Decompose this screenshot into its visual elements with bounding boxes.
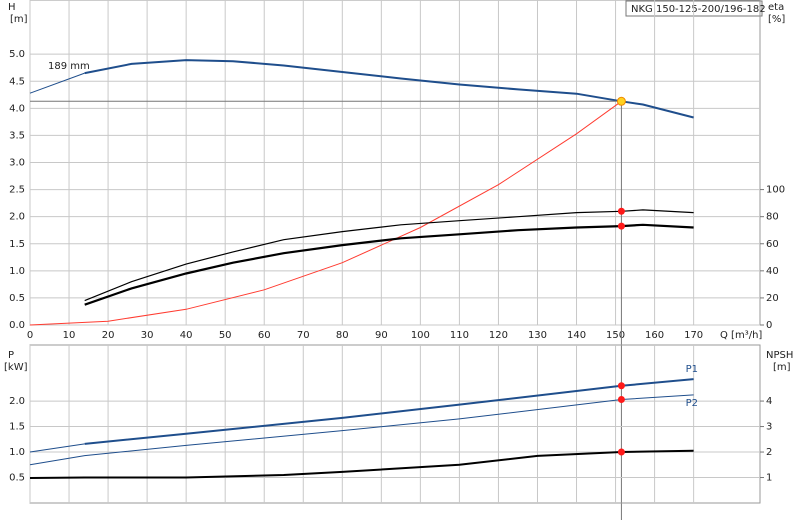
y2-tick-label: 0: [766, 320, 772, 331]
y2-tick-label: 100: [766, 185, 785, 196]
curve: [84, 59, 694, 119]
curve: [84, 378, 694, 445]
curve: [29, 100, 622, 326]
x-tick-label: 150: [606, 330, 625, 341]
x-tick-label: 40: [180, 330, 193, 341]
x-tick-label: 30: [141, 330, 154, 341]
curve: [84, 209, 694, 302]
y-tick-label: 2.0: [9, 212, 25, 223]
x-tick-label: 80: [336, 330, 349, 341]
y-tick-label: 4.5: [9, 76, 25, 87]
y2-tick-label: 60: [766, 239, 779, 250]
y-tick-label: 1.0: [9, 266, 25, 277]
y2-tick-label: 2: [766, 447, 772, 458]
curve: [84, 223, 694, 306]
x-tick-label: 100: [411, 330, 430, 341]
y-tick-label: 1.5: [9, 422, 25, 433]
plot-frame: [29, 344, 761, 504]
y-tick-label: 0.5: [9, 293, 25, 304]
y2-tick-label: 3: [766, 422, 772, 433]
y2-tick-label: 20: [766, 293, 779, 304]
x-tick-label: 70: [297, 330, 310, 341]
y-tick-label: 0.0: [9, 320, 25, 331]
x-tick-label: 140: [567, 330, 586, 341]
y-tick-label: 2.5: [9, 185, 25, 196]
x-tick-label: 160: [645, 330, 664, 341]
y-tick-label: 4.0: [9, 103, 25, 114]
curve: [29, 449, 694, 479]
y-axis-unit: [m]: [10, 14, 28, 25]
series-label: P1: [686, 364, 698, 375]
x-tick-label: 0: [27, 330, 33, 341]
y2-tick-label: 4: [766, 396, 772, 407]
y2-tick-label: 1: [766, 473, 772, 484]
y-axis-label: H: [8, 2, 16, 13]
y-axis-unit: [kW]: [4, 362, 28, 373]
y-tick-label: 3.0: [9, 158, 25, 169]
y2-axis-label: NPSH: [766, 350, 793, 361]
x-tick-label: 60: [258, 330, 271, 341]
y-tick-label: 1.0: [9, 447, 25, 458]
y2-tick-label: 80: [766, 212, 779, 223]
duty-point: [617, 222, 625, 230]
x-tick-label: 110: [450, 330, 469, 341]
series-label: P2: [686, 398, 698, 409]
duty-point: [617, 448, 625, 456]
y2-axis-unit: [%]: [768, 14, 785, 25]
y-tick-label: 2.0: [9, 396, 25, 407]
curve: [29, 72, 85, 94]
chart-title: NKG 150-125-200/196-182: [631, 4, 766, 15]
y2-axis-unit: [m]: [773, 362, 791, 373]
x-tick-label: 170: [684, 330, 703, 341]
duty-point: [617, 382, 625, 390]
duty-point: [617, 396, 625, 404]
y2-tick-label: 40: [766, 266, 779, 277]
x-tick-label: 20: [102, 330, 115, 341]
x-axis-label: Q [m³/h]: [720, 330, 762, 341]
y2-axis-label: eta: [768, 2, 784, 13]
y-tick-label: 3.5: [9, 130, 25, 141]
y-tick-label: 1.5: [9, 239, 25, 250]
x-tick-label: 10: [63, 330, 76, 341]
y-tick-label: 0.5: [9, 473, 25, 484]
duty-point: [616, 96, 626, 106]
y-tick-label: 5.0: [9, 49, 25, 60]
y-axis-label: P: [8, 350, 14, 361]
x-tick-label: 50: [219, 330, 232, 341]
curve: [29, 443, 85, 453]
curve: [29, 394, 694, 466]
x-tick-label: 130: [528, 330, 547, 341]
x-tick-label: 90: [375, 330, 388, 341]
x-tick-label: 120: [489, 330, 508, 341]
duty-point: [617, 207, 625, 215]
